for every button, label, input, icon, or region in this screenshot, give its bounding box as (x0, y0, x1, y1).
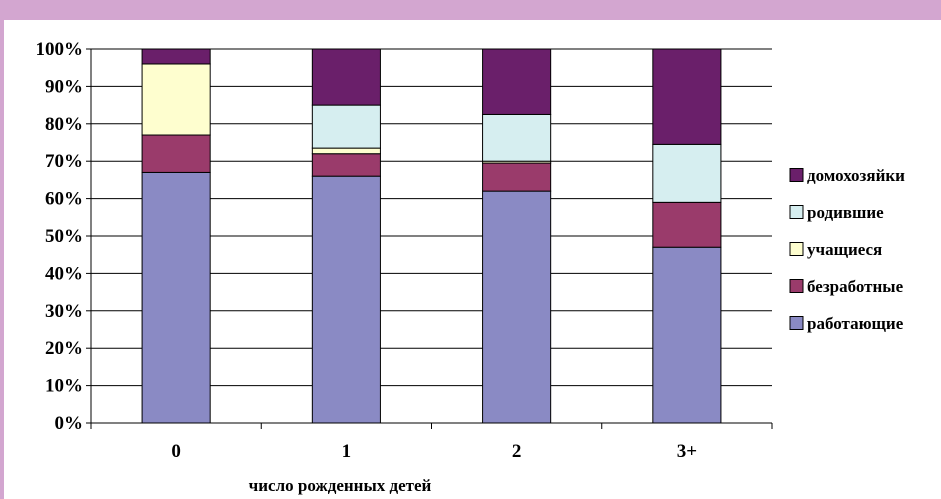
bar-segment (652, 143, 722, 203)
y-tick-label: 90% (45, 76, 83, 97)
y-tick-label: 40% (45, 263, 83, 284)
bar-segment (311, 48, 381, 106)
legend-label: домохозяйки (807, 166, 905, 185)
legend-swatch (789, 316, 804, 330)
legend-swatch (789, 205, 804, 219)
x-tick-label: 0 (171, 441, 181, 462)
y-tick-label: 50% (45, 226, 83, 247)
x-tick-label: 2 (512, 441, 522, 462)
legend: домохозяйки родившие учащиеся безработные ра… (789, 166, 905, 333)
legend-swatch (789, 168, 804, 182)
legend-label: работающие (807, 314, 904, 333)
bar-segment (482, 162, 552, 192)
x-tick-label: 3+ (677, 441, 697, 462)
y-tick-label: 10% (45, 376, 83, 397)
bar-segment (652, 246, 722, 424)
axes: 0% 10% 20% 30% 40% 50% 60% 70% 80% 90% 100% 0 1 2 3+ (36, 39, 773, 462)
y-tick-label: 60% (45, 189, 83, 210)
legend-label: безработные (807, 277, 904, 296)
y-tick-label: 100% (36, 39, 84, 60)
bar-segment (652, 201, 722, 248)
legend-swatch (789, 279, 804, 293)
bars (141, 48, 722, 424)
bar-segment (482, 190, 552, 424)
bar-segment (141, 63, 211, 136)
bar-segment (311, 175, 381, 424)
bar-segment (311, 147, 381, 155)
y-tick-label: 0% (55, 413, 84, 434)
bar-segment (311, 104, 381, 149)
y-tick-label: 70% (45, 151, 83, 172)
bar-segment (141, 171, 211, 424)
bar-segment (141, 48, 211, 65)
bar-segment (652, 48, 722, 145)
legend-swatch (789, 242, 804, 256)
bar-segment (141, 134, 211, 173)
x-tick-label: 1 (342, 441, 352, 462)
y-tick-label: 30% (45, 301, 83, 322)
y-tick-label: 20% (45, 338, 83, 359)
legend-label: учащиеся (807, 240, 882, 259)
bar-segment (482, 48, 552, 115)
stacked-bar-chart: 0% 10% 20% 30% 40% 50% 60% 70% 80% 90% 100% 0 1 2 3+ ч… (36, 39, 906, 495)
bar-segment (482, 113, 552, 162)
chart-panel: 0% 10% 20% 30% 40% 50% 60% 70% 80% 90% 100% 0 1 2 3+ ч… (4, 20, 941, 499)
y-tick-label: 80% (45, 114, 83, 135)
legend-label: родившие (807, 203, 884, 222)
x-axis-title: число рожденных детей (249, 476, 432, 495)
bar-segment (311, 153, 381, 177)
